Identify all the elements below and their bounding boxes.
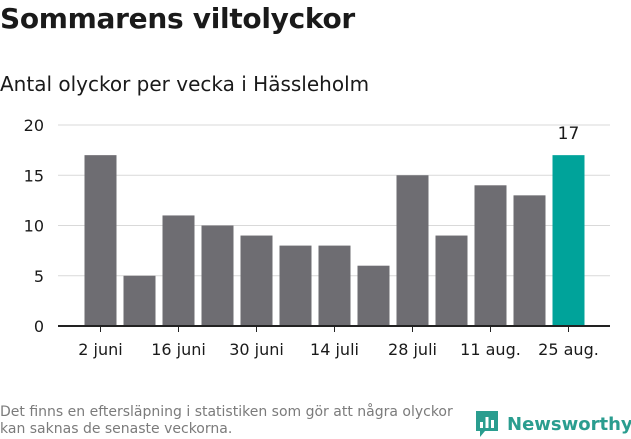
bar — [513, 195, 546, 326]
footnote: Det finns en eftersläpning i statistiken… — [0, 404, 453, 437]
bar — [396, 175, 429, 326]
y-tick-label: 10 — [24, 217, 44, 236]
y-tick-label: 5 — [34, 267, 44, 286]
x-tick-label: 16 juni — [151, 340, 206, 359]
bar — [318, 245, 351, 326]
brand-name: Newsworthy — [507, 413, 631, 435]
x-tick-label: 11 aug. — [460, 340, 521, 359]
bar — [84, 155, 117, 326]
newsworthy-logo[interactable]: Newsworthy — [474, 409, 631, 439]
bar — [201, 225, 234, 326]
chart-title: Sommarens viltolyckor — [0, 2, 355, 35]
newsworthy-chart-icon — [476, 411, 498, 437]
bar — [357, 265, 390, 326]
bar — [474, 185, 507, 326]
y-tick-label: 20 — [24, 116, 44, 135]
bar — [240, 235, 273, 326]
bar — [162, 215, 195, 326]
data-label: 17 — [558, 124, 580, 144]
y-tick-label: 15 — [24, 166, 44, 185]
x-tick-label: 2 juni — [78, 340, 122, 359]
bar — [279, 245, 312, 326]
x-tick-label: 30 juni — [229, 340, 284, 359]
bar-chart: 0 5 10 15 20 17 2 juni 16 juni 30 juni 14 juli 28 … — [24, 116, 610, 359]
x-tick-label: 25 aug. — [538, 340, 599, 359]
bar — [552, 155, 585, 326]
bar — [435, 235, 468, 326]
x-tick-label: 28 juli — [388, 340, 437, 359]
y-tick-label: 0 — [34, 317, 44, 336]
chart-subtitle: Antal olyckor per vecka i Hässleholm — [0, 72, 370, 96]
x-tick-label: 14 juli — [310, 340, 359, 359]
bar — [123, 275, 156, 326]
